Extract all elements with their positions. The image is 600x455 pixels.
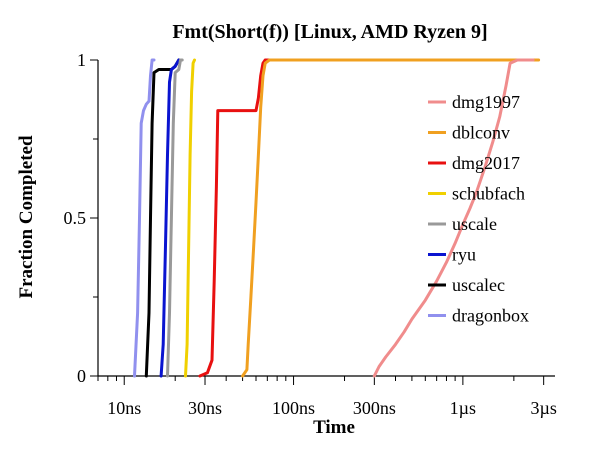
- y-axis-label: Fraction Completed: [16, 135, 37, 298]
- legend-label-dmg2017: dmg2017: [452, 153, 520, 173]
- y-axis-ticks: 00.51: [64, 50, 98, 386]
- y-tick-label: 0: [77, 366, 86, 386]
- series-layer: [133, 58, 541, 378]
- series-line-ryu: [159, 58, 181, 378]
- chart-title: Fmt(Short(f)) [Linux, AMD Ryzen 9]: [172, 21, 487, 43]
- x-tick-label: 1µs: [450, 398, 476, 418]
- x-axis-label: Time: [313, 417, 355, 438]
- legend-label-ryu: ryu: [452, 245, 476, 265]
- series-line-dmg1997: [372, 58, 535, 378]
- y-tick-label: 1: [77, 50, 86, 70]
- x-tick-label: 300ns: [353, 398, 396, 418]
- legend-label-dragonbox: dragonbox: [452, 306, 529, 326]
- series-line-dragonbox: [133, 58, 156, 378]
- series-line-uscale: [166, 58, 184, 378]
- x-tick-label: 30ns: [188, 398, 222, 418]
- series-line-schubfach: [184, 58, 196, 378]
- series-line-dmg2017: [198, 58, 376, 378]
- x-axis-ticks: 10ns 30ns 100ns 300ns 1µs 3µs: [97, 376, 557, 418]
- x-tick-label: 10ns: [107, 398, 141, 418]
- x-tick-label: 3µs: [530, 398, 556, 418]
- legend-label-uscalec: uscalec: [452, 275, 505, 295]
- legend: dmg1997 dblconv dmg2017 schubfach uscale ryu u…: [428, 92, 529, 326]
- x-tick-label: 100ns: [272, 398, 315, 418]
- legend-label-schubfach: schubfach: [452, 184, 525, 204]
- y-tick-label: 0.5: [64, 208, 87, 228]
- series-line-dblconv: [241, 58, 541, 378]
- legend-label-dblconv: dblconv: [452, 123, 510, 143]
- legend-label-dmg1997: dmg1997: [452, 92, 520, 112]
- legend-label-uscale: uscale: [452, 214, 497, 234]
